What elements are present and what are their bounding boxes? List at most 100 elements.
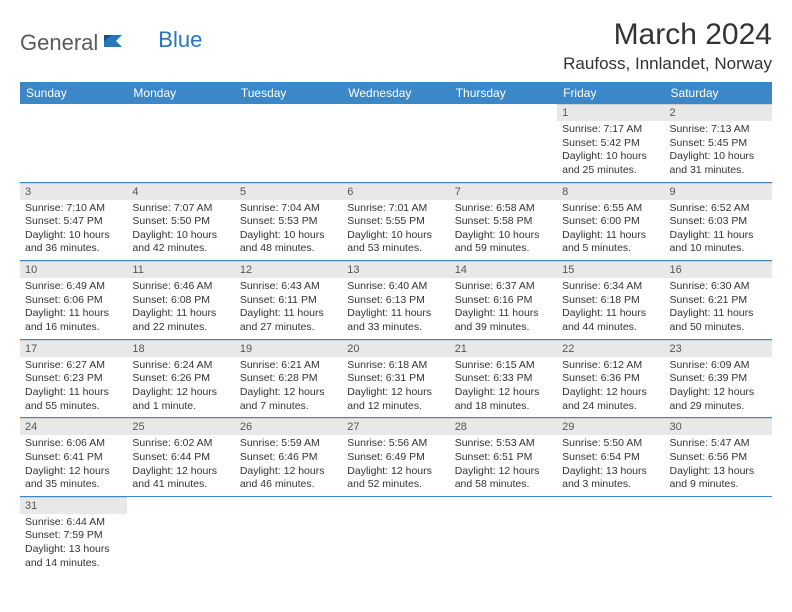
day-number: 12	[235, 261, 342, 278]
day-details: Sunrise: 6:58 AMSunset: 5:58 PMDaylight:…	[450, 200, 557, 261]
calendar-cell: 25Sunrise: 6:02 AMSunset: 6:44 PMDayligh…	[127, 418, 234, 497]
sunrise-text: Sunrise: 5:53 AM	[455, 437, 552, 451]
daylight-text: Daylight: 11 hours and 55 minutes.	[25, 386, 122, 413]
sunrise-text: Sunrise: 6:49 AM	[25, 280, 122, 294]
calendar-cell: 11Sunrise: 6:46 AMSunset: 6:08 PMDayligh…	[127, 261, 234, 340]
day-number: 2	[665, 104, 772, 121]
day-number: 22	[557, 340, 664, 357]
sunrise-text: Sunrise: 6:24 AM	[132, 359, 229, 373]
title-block: March 2024 Raufoss, Innlandet, Norway	[563, 18, 772, 74]
day-number: 17	[20, 340, 127, 357]
daylight-text: Daylight: 10 hours and 59 minutes.	[455, 229, 552, 256]
day-number: 30	[665, 418, 772, 435]
day-details: Sunrise: 6:55 AMSunset: 6:00 PMDaylight:…	[557, 200, 664, 261]
calendar-row: 3Sunrise: 7:10 AMSunset: 5:47 PMDaylight…	[20, 182, 772, 261]
sunset-text: Sunset: 6:33 PM	[455, 372, 552, 386]
calendar-cell-empty	[450, 496, 557, 574]
calendar-cell-empty	[557, 496, 664, 574]
calendar-row: 31Sunrise: 6:44 AMSunset: 7:59 PMDayligh…	[20, 496, 772, 574]
calendar-cell-empty	[665, 496, 772, 574]
daylight-text: Daylight: 10 hours and 48 minutes.	[240, 229, 337, 256]
day-details: Sunrise: 6:46 AMSunset: 6:08 PMDaylight:…	[127, 278, 234, 339]
day-number: 18	[127, 340, 234, 357]
day-details: Sunrise: 6:37 AMSunset: 6:16 PMDaylight:…	[450, 278, 557, 339]
calendar-row: 1Sunrise: 7:17 AMSunset: 5:42 PMDaylight…	[20, 104, 772, 182]
calendar-table: SundayMondayTuesdayWednesdayThursdayFrid…	[20, 82, 772, 574]
calendar-cell: 6Sunrise: 7:01 AMSunset: 5:55 PMDaylight…	[342, 182, 449, 261]
calendar-cell-empty	[127, 496, 234, 574]
calendar-cell: 10Sunrise: 6:49 AMSunset: 6:06 PMDayligh…	[20, 261, 127, 340]
day-number: 21	[450, 340, 557, 357]
sunrise-text: Sunrise: 5:47 AM	[670, 437, 767, 451]
sunrise-text: Sunrise: 6:40 AM	[347, 280, 444, 294]
sunset-text: Sunset: 5:58 PM	[455, 215, 552, 229]
sunrise-text: Sunrise: 6:09 AM	[670, 359, 767, 373]
calendar-cell: 12Sunrise: 6:43 AMSunset: 6:11 PMDayligh…	[235, 261, 342, 340]
day-details: Sunrise: 6:21 AMSunset: 6:28 PMDaylight:…	[235, 357, 342, 418]
daylight-text: Daylight: 12 hours and 46 minutes.	[240, 465, 337, 492]
day-details: Sunrise: 6:24 AMSunset: 6:26 PMDaylight:…	[127, 357, 234, 418]
day-number: 20	[342, 340, 449, 357]
sunset-text: Sunset: 6:03 PM	[670, 215, 767, 229]
day-details: Sunrise: 5:59 AMSunset: 6:46 PMDaylight:…	[235, 435, 342, 496]
daylight-text: Daylight: 11 hours and 22 minutes.	[132, 307, 229, 334]
day-number: 27	[342, 418, 449, 435]
calendar-cell: 8Sunrise: 6:55 AMSunset: 6:00 PMDaylight…	[557, 182, 664, 261]
calendar-cell: 28Sunrise: 5:53 AMSunset: 6:51 PMDayligh…	[450, 418, 557, 497]
sunset-text: Sunset: 6:16 PM	[455, 294, 552, 308]
sunrise-text: Sunrise: 7:01 AM	[347, 202, 444, 216]
weekday-header-row: SundayMondayTuesdayWednesdayThursdayFrid…	[20, 82, 772, 104]
day-details: Sunrise: 5:53 AMSunset: 6:51 PMDaylight:…	[450, 435, 557, 496]
sunset-text: Sunset: 6:49 PM	[347, 451, 444, 465]
sunset-text: Sunset: 5:47 PM	[25, 215, 122, 229]
logo-text-blue: Blue	[158, 27, 202, 53]
sunset-text: Sunset: 6:13 PM	[347, 294, 444, 308]
calendar-cell: 26Sunrise: 5:59 AMSunset: 6:46 PMDayligh…	[235, 418, 342, 497]
daylight-text: Daylight: 12 hours and 58 minutes.	[455, 465, 552, 492]
sunrise-text: Sunrise: 6:18 AM	[347, 359, 444, 373]
calendar-cell: 19Sunrise: 6:21 AMSunset: 6:28 PMDayligh…	[235, 339, 342, 418]
day-number: 4	[127, 183, 234, 200]
sunset-text: Sunset: 6:36 PM	[562, 372, 659, 386]
day-details: Sunrise: 6:12 AMSunset: 6:36 PMDaylight:…	[557, 357, 664, 418]
daylight-text: Daylight: 10 hours and 31 minutes.	[670, 150, 767, 177]
calendar-cell-empty	[127, 104, 234, 182]
daylight-text: Daylight: 12 hours and 1 minute.	[132, 386, 229, 413]
sunrise-text: Sunrise: 5:59 AM	[240, 437, 337, 451]
sunrise-text: Sunrise: 6:12 AM	[562, 359, 659, 373]
calendar-row: 24Sunrise: 6:06 AMSunset: 6:41 PMDayligh…	[20, 418, 772, 497]
daylight-text: Daylight: 11 hours and 44 minutes.	[562, 307, 659, 334]
day-details: Sunrise: 6:15 AMSunset: 6:33 PMDaylight:…	[450, 357, 557, 418]
flag-icon	[102, 32, 126, 55]
daylight-text: Daylight: 11 hours and 10 minutes.	[670, 229, 767, 256]
day-number: 24	[20, 418, 127, 435]
day-details: Sunrise: 7:04 AMSunset: 5:53 PMDaylight:…	[235, 200, 342, 261]
sunset-text: Sunset: 6:31 PM	[347, 372, 444, 386]
daylight-text: Daylight: 11 hours and 16 minutes.	[25, 307, 122, 334]
sunset-text: Sunset: 6:06 PM	[25, 294, 122, 308]
day-details: Sunrise: 6:09 AMSunset: 6:39 PMDaylight:…	[665, 357, 772, 418]
calendar-row: 10Sunrise: 6:49 AMSunset: 6:06 PMDayligh…	[20, 261, 772, 340]
calendar-cell: 9Sunrise: 6:52 AMSunset: 6:03 PMDaylight…	[665, 182, 772, 261]
calendar-cell-empty	[450, 104, 557, 182]
calendar-cell-empty	[20, 104, 127, 182]
weekday-header: Monday	[127, 82, 234, 104]
daylight-text: Daylight: 12 hours and 52 minutes.	[347, 465, 444, 492]
sunrise-text: Sunrise: 6:27 AM	[25, 359, 122, 373]
day-number: 19	[235, 340, 342, 357]
sunset-text: Sunset: 5:45 PM	[670, 137, 767, 151]
sunset-text: Sunset: 5:55 PM	[347, 215, 444, 229]
calendar-cell: 24Sunrise: 6:06 AMSunset: 6:41 PMDayligh…	[20, 418, 127, 497]
day-number: 28	[450, 418, 557, 435]
sunrise-text: Sunrise: 7:10 AM	[25, 202, 122, 216]
weekday-header: Thursday	[450, 82, 557, 104]
sunrise-text: Sunrise: 7:04 AM	[240, 202, 337, 216]
daylight-text: Daylight: 11 hours and 50 minutes.	[670, 307, 767, 334]
calendar-cell-empty	[342, 104, 449, 182]
calendar-cell-empty	[342, 496, 449, 574]
daylight-text: Daylight: 10 hours and 53 minutes.	[347, 229, 444, 256]
calendar-cell: 20Sunrise: 6:18 AMSunset: 6:31 PMDayligh…	[342, 339, 449, 418]
calendar-cell-empty	[235, 496, 342, 574]
day-details: Sunrise: 6:49 AMSunset: 6:06 PMDaylight:…	[20, 278, 127, 339]
calendar-cell: 17Sunrise: 6:27 AMSunset: 6:23 PMDayligh…	[20, 339, 127, 418]
